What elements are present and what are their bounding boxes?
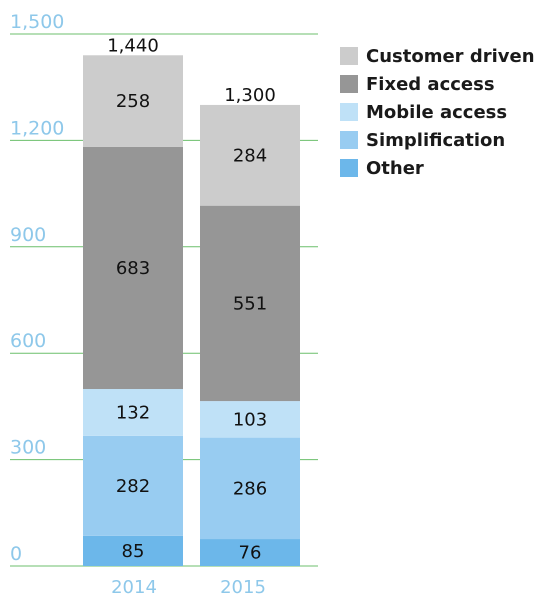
segment-value-label: 284 bbox=[233, 145, 267, 166]
legend-item: Customer driven bbox=[340, 42, 535, 70]
bar-segment bbox=[83, 389, 183, 436]
y-tick-label: 600 bbox=[10, 330, 46, 352]
legend-label: Fixed access bbox=[366, 73, 495, 95]
bar-segment bbox=[83, 435, 183, 536]
bar-segment bbox=[83, 146, 183, 390]
bar-total-label: 1,440 bbox=[107, 35, 159, 56]
y-tick-label: 1,200 bbox=[10, 117, 64, 139]
legend-label: Other bbox=[366, 157, 424, 179]
segment-value-label: 282 bbox=[116, 476, 150, 497]
y-tick-label: 300 bbox=[10, 437, 46, 459]
legend-swatch bbox=[340, 159, 358, 177]
legend-item: Fixed access bbox=[340, 70, 535, 98]
segment-value-label: 132 bbox=[116, 402, 150, 423]
bar-segment bbox=[83, 55, 183, 147]
legend-label: Customer driven bbox=[366, 45, 535, 67]
y-tick-label: 1,500 bbox=[10, 11, 64, 33]
bar-total-label: 1,300 bbox=[224, 85, 276, 106]
bars bbox=[83, 55, 300, 566]
bar-segment bbox=[200, 437, 300, 540]
segment-value-label: 76 bbox=[239, 543, 262, 564]
legend: Customer driven Fixed access Mobile access… bbox=[340, 42, 535, 182]
legend-swatch bbox=[340, 103, 358, 121]
segment-value-label: 286 bbox=[233, 478, 267, 499]
legend-swatch bbox=[340, 47, 358, 65]
y-tick-label: 0 bbox=[10, 543, 22, 565]
y-tick-label: 900 bbox=[10, 224, 46, 246]
x-category-label: 2014 bbox=[111, 577, 157, 594]
legend-swatch bbox=[340, 131, 358, 149]
legend-label: Simplification bbox=[366, 129, 506, 151]
bar-segment bbox=[200, 401, 300, 438]
legend-swatch bbox=[340, 75, 358, 93]
segment-value-label: 683 bbox=[116, 258, 150, 279]
legend-item: Other bbox=[340, 154, 535, 182]
segment-value-label: 258 bbox=[116, 91, 150, 112]
x-category-label: 2015 bbox=[220, 577, 266, 594]
legend-item: Mobile access bbox=[340, 98, 535, 126]
bar-segment bbox=[83, 535, 183, 566]
segment-value-label: 551 bbox=[233, 293, 267, 314]
segment-value-label: 103 bbox=[233, 409, 267, 430]
labels: 0 300 600 900 1,200 1,500 85 282 132 683 258 1,440 2… bbox=[10, 11, 276, 594]
bar-segment bbox=[200, 539, 300, 566]
legend-label: Mobile access bbox=[366, 101, 508, 123]
segment-value-label: 85 bbox=[122, 541, 145, 562]
bar-segment bbox=[200, 104, 300, 206]
bar-segment bbox=[200, 205, 300, 402]
legend-item: Simplification bbox=[340, 126, 535, 154]
